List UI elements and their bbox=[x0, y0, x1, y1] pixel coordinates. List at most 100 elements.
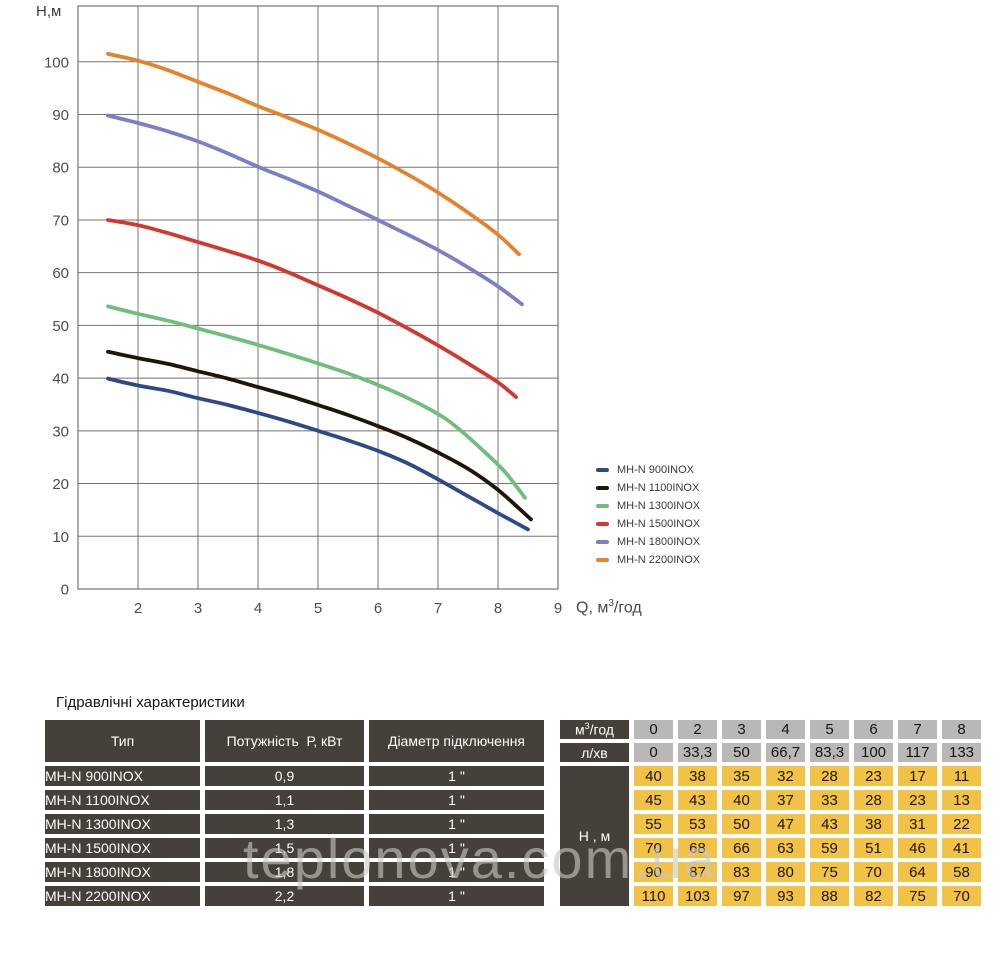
legend-item-MH-N-2200INOX: MH-N 2200INOX bbox=[596, 551, 700, 569]
head-value: 40 bbox=[722, 790, 761, 810]
legend-swatch-icon bbox=[596, 504, 609, 508]
x-tick-label-3: 3 bbox=[194, 600, 202, 617]
col-header-diameter: Діаметр підключення bbox=[369, 720, 544, 762]
head-value: 55 bbox=[634, 814, 673, 834]
legend-label: MH-N 900INOX bbox=[617, 464, 695, 476]
head-value: 43 bbox=[810, 814, 849, 834]
y-tick-label-50: 50 bbox=[52, 318, 69, 335]
head-value: 110 bbox=[634, 886, 673, 906]
y-tick-label-10: 10 bbox=[52, 529, 69, 546]
y-tick-label-30: 30 bbox=[52, 423, 69, 440]
diameter-value: 1 " bbox=[369, 766, 544, 786]
legend-swatch-icon bbox=[596, 486, 609, 490]
flow-m3h-value: 8 bbox=[942, 720, 981, 739]
chart-legend: MH-N 900INOX MH-N 1100INOX MH-N 1300INOX MH… bbox=[596, 461, 700, 569]
head-value: 70 bbox=[634, 838, 673, 858]
table-row: MH-N 2200INOX 2,2 1 " 110 103 97 93 88 82 75 70 bbox=[45, 886, 981, 906]
diameter-value: 1 " bbox=[369, 814, 544, 834]
legend-label: MH-N 1100INOX bbox=[617, 482, 700, 494]
table-row: MH-N 1100INOX 1,1 1 " 45 43 40 37 33 28 23 13 bbox=[45, 790, 981, 810]
head-value: 66 bbox=[722, 838, 761, 858]
x-tick-label-4: 4 bbox=[254, 600, 262, 617]
flow-unit-part: /год bbox=[589, 721, 614, 738]
curve-MH-N-1500INOX bbox=[106, 218, 518, 399]
flow-m3h-value: 5 bbox=[810, 720, 849, 739]
y-tick-label-20: 20 bbox=[52, 476, 69, 493]
y-axis-title: Н,м bbox=[36, 3, 62, 20]
col-header-type: Тип bbox=[45, 720, 200, 762]
curve-MH-N-900INOX bbox=[106, 376, 530, 532]
head-value: 58 bbox=[942, 862, 981, 882]
y-tick-label-70: 70 bbox=[52, 212, 69, 229]
legend-swatch-icon bbox=[596, 468, 609, 472]
head-value: 80 bbox=[766, 862, 805, 882]
head-value: 37 bbox=[766, 790, 805, 810]
table-row: MH-N 1800INOX 1,8 1 " 90 87 83 80 75 70 64 58 bbox=[45, 862, 981, 882]
flow-unit-m3h-label: м3/год bbox=[549, 720, 629, 739]
model-name: MH-N 2200INOX bbox=[45, 886, 200, 906]
flow-lmin-value: 66,7 bbox=[766, 743, 805, 762]
flow-m3h-value: 7 bbox=[898, 720, 937, 739]
legend-item-MH-N-900INOX: MH-N 900INOX bbox=[596, 461, 700, 479]
x-tick-label-2: 2 bbox=[134, 600, 142, 617]
flow-m3h-value: 4 bbox=[766, 720, 805, 739]
head-value: 33 bbox=[810, 790, 849, 810]
diameter-value: 1 " bbox=[369, 886, 544, 906]
x-tick-label-5: 5 bbox=[314, 600, 322, 617]
table-title: Гідравлічні характеристики bbox=[56, 694, 245, 711]
x-tick-label-9: 9 bbox=[554, 600, 562, 617]
head-value: 45 bbox=[634, 790, 673, 810]
legend-item-MH-N-1500INOX: MH-N 1500INOX bbox=[596, 515, 700, 533]
legend-label: MH-N 2200INOX bbox=[617, 554, 701, 566]
legend-item-MH-N-1100INOX: MH-N 1100INOX bbox=[596, 479, 700, 497]
head-value: 50 bbox=[722, 814, 761, 834]
table-row: MH-N 900INOX 0,9 1 " Н , м 40 38 35 32 28 23 17 11 bbox=[45, 766, 981, 906]
legend-swatch-icon bbox=[596, 522, 609, 526]
head-value: 70 bbox=[942, 886, 981, 906]
diameter-value: 1 " bbox=[369, 862, 544, 882]
x-axis-title-suffix: /год bbox=[613, 599, 642, 617]
power-value: 0,9 bbox=[205, 766, 364, 786]
flow-lmin-value: 133 bbox=[942, 743, 981, 762]
model-name: MH-N 1800INOX bbox=[45, 862, 200, 882]
flow-unit-part: 3 bbox=[584, 721, 590, 732]
hydraulic-characteristics-table: Тип Потужність Р, кВт Діаметр підключення м… bbox=[40, 716, 986, 910]
flow-m3h-value: 6 bbox=[854, 720, 893, 739]
power-value: 2,2 bbox=[205, 886, 364, 906]
legend-label: MH-N 1800INOX bbox=[617, 536, 701, 548]
y-tick-label-100: 100 bbox=[44, 54, 69, 71]
y-tick-label-40: 40 bbox=[52, 371, 69, 388]
head-value: 47 bbox=[766, 814, 805, 834]
flow-lmin-value: 33,3 bbox=[678, 743, 717, 762]
model-name: MH-N 1100INOX bbox=[45, 790, 200, 810]
head-value: 93 bbox=[766, 886, 805, 906]
y-tick-label-90: 90 bbox=[52, 107, 69, 124]
head-value: 75 bbox=[898, 886, 937, 906]
x-tick-label-6: 6 bbox=[374, 600, 382, 617]
model-name: MH-N 900INOX bbox=[45, 766, 200, 786]
head-value: 64 bbox=[898, 862, 937, 882]
legend-label: MH-N 1500INOX bbox=[617, 518, 701, 530]
head-value: 46 bbox=[898, 838, 937, 858]
x-tick-label-8: 8 bbox=[494, 600, 502, 617]
x-axis-title-prefix: Q, м bbox=[576, 599, 609, 617]
flow-unit-part: м bbox=[575, 721, 585, 738]
head-value: 23 bbox=[898, 790, 937, 810]
head-value: 82 bbox=[854, 886, 893, 906]
legend-item-MH-N-1300INOX: MH-N 1300INOX bbox=[596, 497, 700, 515]
table-row: MH-N 1300INOX 1,3 1 " 55 53 50 47 43 38 31 22 bbox=[45, 814, 981, 834]
head-value: 97 bbox=[722, 886, 761, 906]
head-value: 53 bbox=[678, 814, 717, 834]
head-value: 83 bbox=[722, 862, 761, 882]
head-value: 11 bbox=[942, 766, 981, 786]
head-value: 31 bbox=[898, 814, 937, 834]
head-value: 87 bbox=[678, 862, 717, 882]
model-name: MH-N 1500INOX bbox=[45, 838, 200, 858]
power-value: 1,8 bbox=[205, 862, 364, 882]
power-value: 1,1 bbox=[205, 790, 364, 810]
flow-m3h-value: 3 bbox=[722, 720, 761, 739]
head-value: 90 bbox=[634, 862, 673, 882]
head-value: 59 bbox=[810, 838, 849, 858]
head-value: 17 bbox=[898, 766, 937, 786]
head-value: 38 bbox=[678, 766, 717, 786]
